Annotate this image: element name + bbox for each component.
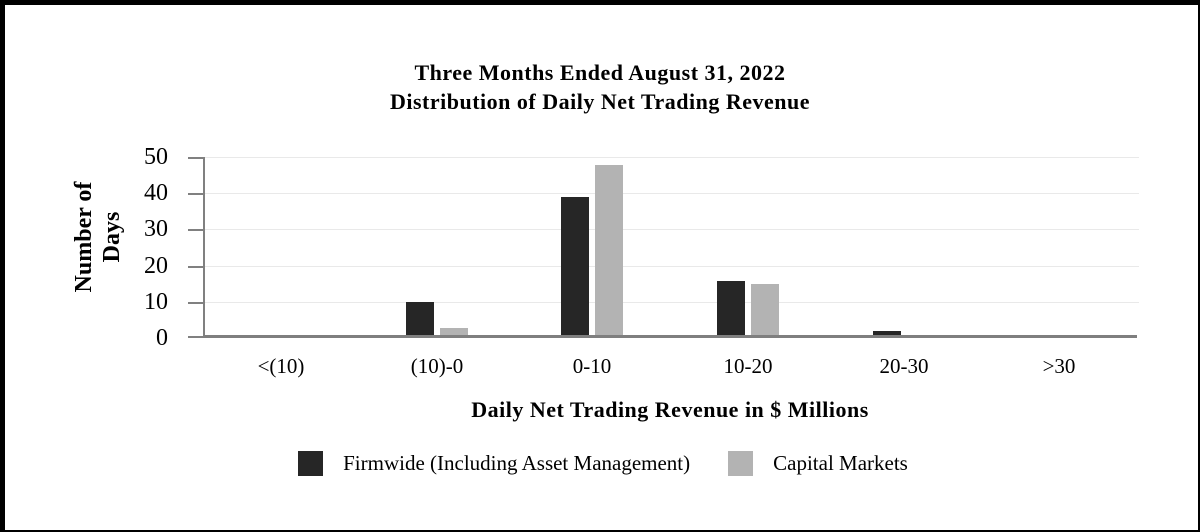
legend-item-firmwide: Firmwide (Including Asset Management) [298,450,691,476]
y-tick-label-0: 0 [156,325,168,351]
bar-firmwide-10-20 [717,281,745,335]
gridline-50 [205,157,1139,158]
bar-firmwide-20-30 [873,331,901,335]
legend-swatch-capital-markets [728,450,754,476]
legend-label-firmwide: Firmwide (Including Asset Management) [343,450,691,475]
y-tick-label-40: 40 [144,180,168,206]
gridline-30 [205,229,1139,230]
x-tick-label->30: >30 [1042,354,1076,378]
legend-swatch-firmwide [298,450,324,476]
chart-title-line2: Distribution of Daily Net Trading Revenu… [390,89,810,114]
bar-capital-markets-0-10 [595,165,623,335]
x-tick-label-20-30: 20-30 [879,354,929,378]
bar-capital-markets-10-20 [751,284,779,335]
plot-area [188,157,1139,338]
x-axis-title: Daily Net Trading Revenue in $ Millions [471,397,869,422]
legend: Firmwide (Including Asset Management) Cap… [5,446,1198,480]
x-tick-label-0-10: 0-10 [572,354,612,378]
y-tick-mark-10 [188,302,203,304]
chart-title: Three Months Ended August 31, 2022 Distr… [40,58,1160,116]
y-tick-label-20: 20 [144,253,168,279]
bar-capital-markets-(10)-0 [440,328,468,335]
y-tick-label-10: 10 [144,289,168,315]
legend-item-capital-markets: Capital Markets [728,450,908,476]
bar-firmwide-(10)-0 [406,302,434,335]
y-tick-mark-40 [188,193,203,195]
legend-label-capital-markets: Capital Markets [773,450,908,475]
y-tick-mark-20 [188,266,203,268]
x-tick-label-<(10): <(10) [257,354,305,378]
chart-title-line1: Three Months Ended August 31, 2022 [414,60,786,85]
x-tick-label-(10)-0: (10)-0 [410,354,464,378]
gridline-20 [205,266,1139,267]
y-tick-mark-30 [188,229,203,231]
bar-firmwide-0-10 [561,197,589,335]
y-tick-mark-50 [188,157,203,159]
gridline-40 [205,193,1139,194]
y-tick-mark-0 [188,336,203,338]
y-tick-label-50: 50 [144,144,168,170]
x-tick-label-10-20: 10-20 [723,354,773,378]
gridline-10 [205,302,1139,303]
y-tick-label-30: 30 [144,216,168,242]
